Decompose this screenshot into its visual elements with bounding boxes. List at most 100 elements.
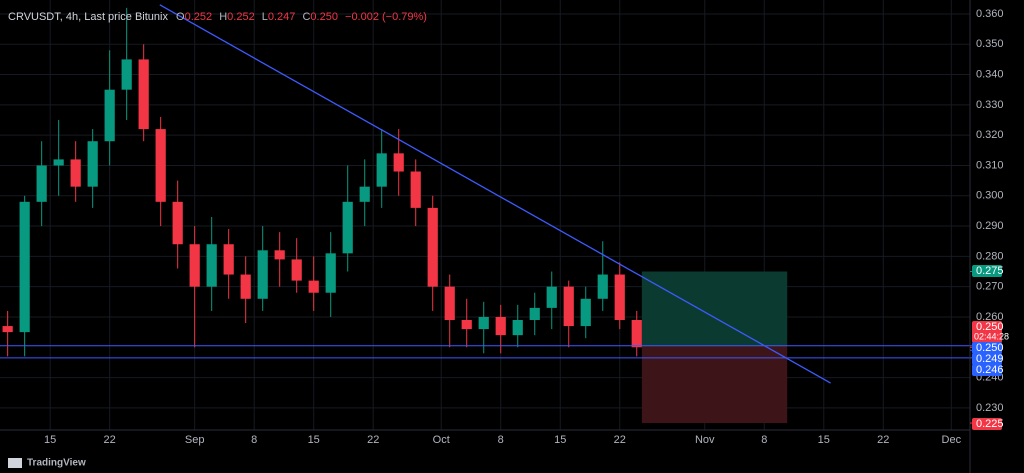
price-badge: [972, 265, 1002, 277]
brand: TradingView: [8, 458, 86, 469]
y-tick-label: 0.280: [976, 250, 1004, 262]
candle-body: [614, 274, 625, 320]
candle-body: [240, 274, 251, 299]
candle-body: [393, 153, 404, 172]
candle-body: [206, 244, 217, 287]
candle-body: [104, 89, 115, 142]
x-tick-label: 15: [44, 434, 56, 446]
close: 0.250: [310, 11, 338, 23]
open: 0.252: [185, 11, 213, 23]
low-label: L: [262, 11, 268, 23]
y-tick-label: 0.350: [976, 38, 1004, 50]
candle-body: [36, 165, 47, 202]
brand-name: TradingView: [27, 458, 86, 469]
countdown: 02:44:28: [974, 331, 1009, 341]
symbol: CRVUSDT, 4h, Last price Bitunix: [8, 11, 168, 23]
loss-zone: [641, 345, 788, 424]
profit-zone: [641, 271, 788, 346]
candle-body: [342, 201, 353, 254]
price-label: 0.250: [976, 342, 1004, 354]
x-tick-label: 8: [251, 434, 257, 446]
candle-body: [155, 129, 166, 202]
x-tick-label: Sep: [185, 434, 205, 446]
y-tick-label: 0.360: [976, 8, 1004, 20]
candle-body: [546, 286, 557, 308]
candle-body: [19, 201, 30, 333]
x-tick-label: 15: [818, 434, 830, 446]
x-tick-label: Nov: [695, 434, 715, 446]
high-label: H: [219, 11, 227, 23]
y-tick-label: 0.290: [976, 220, 1004, 232]
x-tick-label: 22: [367, 434, 379, 446]
candle-body: [325, 253, 336, 293]
x-tick-label: 8: [498, 434, 504, 446]
x-tick-label: 15: [308, 434, 320, 446]
candle-body: [257, 250, 268, 299]
y-tick-label: 0.270: [976, 281, 1004, 293]
y-tick-label: 0.340: [976, 68, 1004, 80]
candle-body: [53, 159, 64, 166]
candle-body: [461, 320, 472, 330]
x-tick-label: 22: [104, 434, 116, 446]
candle-body: [172, 201, 183, 245]
brand-logo: [8, 458, 22, 468]
y-tick-label: 0.230: [976, 402, 1004, 414]
plot: [0, 4, 970, 424]
high: 0.252: [227, 11, 255, 23]
change: −0.002 (−0.79%): [345, 11, 427, 23]
y-tick-label: 0.320: [976, 129, 1004, 141]
candle-body: [189, 244, 200, 287]
candle-body: [427, 207, 438, 287]
candle-body: [138, 59, 149, 130]
header: CRVUSDT, 4h, Last price Bitunix O0.252 H…: [8, 11, 427, 23]
candle-body: [410, 171, 421, 208]
candle-body: [478, 316, 489, 330]
candle-body: [70, 159, 81, 187]
price-badge: [972, 418, 1002, 430]
x-tick-label: 22: [877, 434, 889, 446]
x-tick-label: 22: [614, 434, 626, 446]
candle-body: [376, 153, 387, 187]
candle-body: [512, 320, 523, 336]
y-tick-label: 0.300: [976, 190, 1004, 202]
price-label: 0.246: [976, 364, 1004, 376]
candle-body: [580, 298, 591, 327]
candle-body: [495, 316, 506, 336]
x-tick-label: Oct: [433, 434, 450, 446]
candle-body: [359, 186, 370, 202]
price-badge: [972, 353, 1002, 365]
candle-body: [444, 286, 455, 320]
x-tick-label: Dec: [942, 434, 962, 446]
candle-body: [291, 259, 302, 281]
price-badge: [972, 342, 1002, 354]
candle-body: [563, 286, 574, 327]
candle-body: [121, 59, 132, 90]
y-tick-label: 0.330: [976, 99, 1004, 111]
price-label: 0.275: [976, 265, 1004, 277]
price-badge: [972, 364, 1002, 376]
candle-body: [274, 250, 285, 260]
price-label: 0.250: [976, 321, 1004, 333]
price-badge: [972, 321, 1002, 343]
trend-line: [159, 4, 831, 384]
candle-body: [223, 244, 234, 275]
candle-body: [87, 141, 98, 187]
candle-body: [597, 274, 608, 299]
price-label: 0.225: [976, 418, 1004, 430]
candle-body: [308, 280, 319, 293]
candle-body: [631, 320, 642, 348]
y-tick-label: 0.310: [976, 159, 1004, 171]
open-label: O: [176, 11, 185, 23]
y-tick-label: 0.260: [976, 311, 1004, 323]
close-label: C: [302, 11, 310, 23]
price-label: 0.249: [976, 353, 1004, 365]
candle-body: [2, 326, 13, 333]
axes: 0.360 0.350 0.340 0.330 0.320 0.310 0.300 0.290…: [44, 8, 1009, 446]
x-tick-label: 15: [554, 434, 566, 446]
candle-body: [529, 307, 540, 320]
x-tick-label: 8: [761, 434, 767, 446]
low: 0.247: [268, 11, 296, 23]
